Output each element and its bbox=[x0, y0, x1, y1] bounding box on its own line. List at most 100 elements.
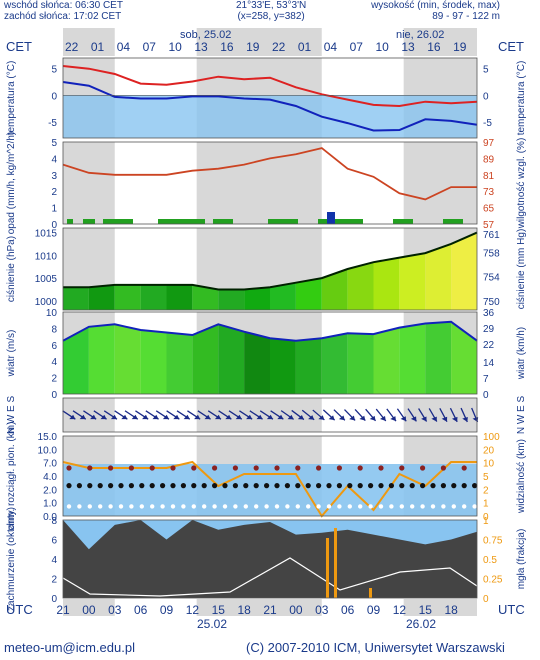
wind-area-seg bbox=[244, 331, 270, 394]
tick-right-clouds: 0 bbox=[483, 594, 489, 605]
cloudbase-dot-dark bbox=[253, 483, 259, 489]
wind-arrow bbox=[176, 410, 191, 420]
wind-arrow-head bbox=[431, 416, 437, 422]
tick-left-precip: 5 bbox=[51, 138, 57, 149]
wind-arrow bbox=[428, 408, 438, 422]
wind-area-seg bbox=[347, 333, 374, 394]
tick-right-pressure: 754 bbox=[483, 273, 500, 284]
pressure-area-seg bbox=[244, 287, 270, 310]
visibility-left-label: chm. rozciągł. pion. (km) bbox=[6, 422, 17, 531]
tick-left-clouds: 0 bbox=[51, 594, 57, 605]
wind-arrow-head bbox=[441, 416, 448, 422]
wind-area-seg bbox=[295, 338, 322, 394]
pressure-area-seg bbox=[192, 284, 219, 310]
cloudbase-dot-red bbox=[87, 465, 93, 471]
day2-top: nie, 26.02 bbox=[396, 29, 444, 41]
wind-area-seg bbox=[321, 333, 348, 394]
panel-pressure-border bbox=[62, 227, 478, 311]
cloudbase-dot-white bbox=[389, 504, 394, 509]
wind-arrow-head bbox=[318, 415, 325, 420]
location-info: 21°33'E, 53°3'N (x=258, y=382) bbox=[236, 0, 306, 22]
cloudbase-dot-dark bbox=[472, 483, 478, 489]
cloudbase-dot-white bbox=[285, 504, 290, 509]
tz-right-top: CET bbox=[498, 39, 524, 54]
tick-right-wind: 0 bbox=[483, 390, 489, 401]
cloudbase-dot-dark bbox=[160, 483, 166, 489]
wind-arrow-head bbox=[235, 414, 242, 420]
cloudbase-dot-red bbox=[128, 465, 134, 471]
tick-left-visibility: 1.0 bbox=[43, 499, 57, 510]
day1-bottom: 25.02 bbox=[197, 617, 227, 631]
top-hour-label: 10 bbox=[375, 40, 389, 54]
wind-arrow-head bbox=[152, 414, 159, 420]
tick-right-wind: 29 bbox=[483, 324, 495, 335]
cloudbase-dot-dark bbox=[191, 483, 197, 489]
wind-arrow bbox=[239, 410, 253, 420]
wind-arrow-head bbox=[173, 414, 180, 420]
precip-bar-1 bbox=[83, 219, 95, 224]
wind-arrow-head bbox=[79, 414, 86, 420]
tick-right-temperature: 0 bbox=[483, 91, 489, 102]
cloudbase-dot-red bbox=[316, 465, 322, 471]
bottom-axis-night-1 bbox=[196, 599, 322, 616]
temp-right-label: temperatura (°C) bbox=[516, 61, 527, 136]
wind-arrow-head bbox=[142, 414, 149, 420]
cloudbase-dot-white bbox=[420, 504, 425, 509]
tick-right-precip: 89 bbox=[483, 154, 495, 165]
top-hour-label: 13 bbox=[401, 40, 415, 54]
cloudbase-dot-dark bbox=[232, 483, 238, 489]
wind-arrow-head bbox=[287, 414, 294, 420]
contact-email[interactable]: meteo-um@icm.edu.pl bbox=[4, 640, 135, 655]
cloudbase-dot-dark bbox=[170, 483, 176, 489]
cloudbase-dot-red bbox=[357, 465, 363, 471]
tick-right-precip: 81 bbox=[483, 171, 495, 182]
wind-area-seg bbox=[63, 326, 89, 394]
tick-left-precip: 0 bbox=[51, 220, 57, 231]
wind-arrow bbox=[322, 409, 336, 421]
wind-arrow bbox=[449, 407, 458, 423]
tz-left-bottom: UTC bbox=[6, 602, 33, 617]
cloudbase-dot-red bbox=[440, 465, 446, 471]
cloudbase-dot-dark bbox=[388, 483, 394, 489]
tick-left-wind: 2 bbox=[51, 374, 57, 385]
humidity-line bbox=[62, 147, 477, 201]
cloudbase-dot-red bbox=[253, 465, 259, 471]
bottom-hour-label: 00 bbox=[289, 603, 303, 617]
cloudbase-dot-dark bbox=[284, 483, 290, 489]
tick-left-visibility: 0.0 bbox=[43, 512, 57, 523]
cloudbase-dot-white bbox=[326, 504, 332, 509]
top-hour-label: 07 bbox=[143, 40, 157, 54]
cloudbase-dot-white bbox=[399, 504, 404, 509]
wind-arrow bbox=[291, 409, 305, 421]
precip-bar-2 bbox=[103, 219, 133, 224]
wind-arrow-head bbox=[338, 415, 345, 421]
cloudbase-dot-dark bbox=[212, 483, 218, 489]
bottom-hour-label: 06 bbox=[341, 603, 355, 617]
cloudbase-dot-dark bbox=[87, 483, 93, 489]
top-hour-label: 16 bbox=[427, 40, 441, 54]
wind-area-seg bbox=[140, 330, 167, 394]
top-axis-night-1 bbox=[196, 28, 322, 56]
compass-left: N W E S bbox=[6, 396, 17, 435]
cloudbase-dot-red bbox=[399, 465, 405, 471]
cloudbase-dot-white bbox=[358, 504, 363, 509]
precip-bar-0 bbox=[67, 219, 73, 224]
tick-right-wind: 14 bbox=[483, 358, 495, 369]
wind-arrow-head bbox=[121, 414, 128, 420]
tick-right-temperature: 5 bbox=[483, 65, 489, 76]
wind-area-seg bbox=[218, 324, 245, 394]
bottom-hour-label: 09 bbox=[367, 603, 381, 617]
cloudbase-dot-white bbox=[77, 504, 82, 509]
tick-left-temperature: 0 bbox=[51, 91, 57, 102]
visibility-right-label: widzialność (km) bbox=[516, 439, 527, 514]
day2-bottom: 26.02 bbox=[406, 617, 436, 631]
tick-left-visibility: 7.0 bbox=[43, 459, 57, 470]
tick-right-clouds: 1 bbox=[483, 516, 489, 527]
top-hour-label: 07 bbox=[350, 40, 364, 54]
bottom-hour-label: 12 bbox=[186, 603, 200, 617]
cloudbase-dot-white bbox=[254, 504, 259, 509]
cloudbase-dot-white bbox=[160, 504, 165, 509]
bottom-axis-night-2 bbox=[403, 599, 477, 616]
